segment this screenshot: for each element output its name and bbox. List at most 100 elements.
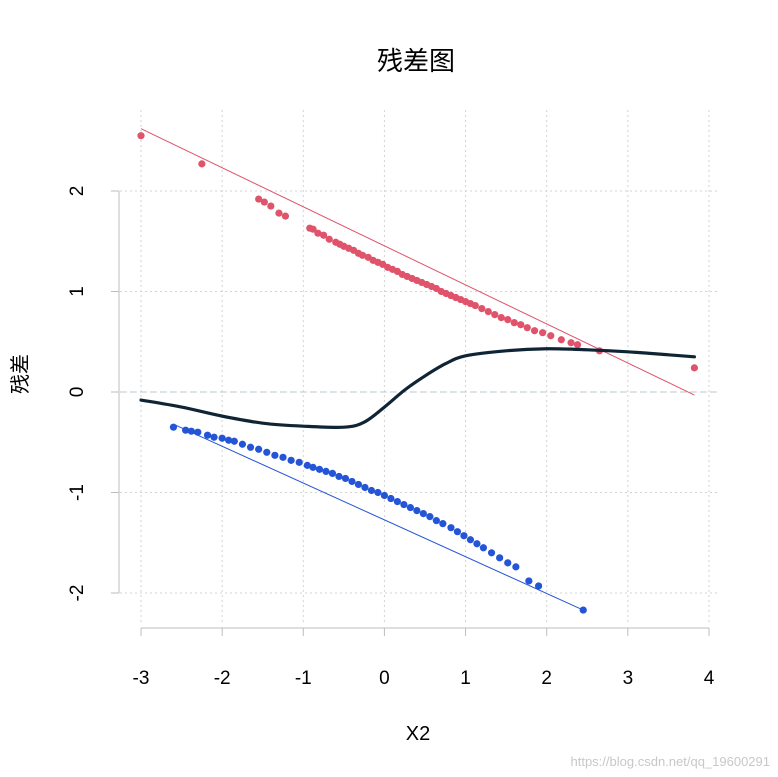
- data-point: [210, 433, 218, 441]
- data-point: [573, 341, 582, 349]
- y-tick-label: 2: [67, 186, 88, 197]
- data-point: [471, 301, 479, 310]
- y-tick-label: 0: [67, 387, 88, 398]
- data-point: [358, 251, 367, 259]
- x-tick-label: 0: [379, 668, 390, 689]
- data-point: [361, 483, 369, 492]
- x-tick-label: -1: [295, 668, 312, 689]
- data-point: [510, 319, 518, 327]
- data-point: [354, 480, 363, 489]
- x-tick-label: 3: [623, 668, 634, 689]
- data-point: [466, 536, 475, 544]
- data-point: [453, 528, 462, 536]
- data-point: [491, 311, 499, 319]
- x-tick-label: 4: [704, 668, 715, 689]
- data-point: [512, 563, 520, 571]
- watermark: https://blog.csdn.net/qq_19600291: [571, 754, 771, 769]
- data-point: [295, 458, 303, 466]
- data-point: [380, 491, 389, 500]
- data-point: [238, 440, 247, 448]
- data-point: [279, 453, 287, 461]
- data-point: [478, 304, 486, 313]
- data-point: [255, 445, 263, 453]
- data-point: [497, 314, 505, 322]
- data-point: [387, 494, 395, 503]
- data-point: [496, 554, 504, 562]
- data-point: [473, 540, 481, 548]
- data-point: [530, 327, 539, 335]
- data-point: [690, 364, 698, 372]
- data-point: [271, 451, 279, 459]
- y-tick-label: -2: [67, 585, 88, 602]
- data-point: [535, 582, 543, 590]
- data-point: [322, 467, 330, 475]
- data-point: [557, 336, 565, 344]
- data-point: [325, 235, 333, 243]
- data-point: [225, 436, 233, 444]
- fit-line: [173, 423, 584, 611]
- data-point: [484, 308, 492, 316]
- x-axis-title: X2: [406, 723, 430, 745]
- data-point: [487, 549, 496, 557]
- data-point: [400, 500, 408, 509]
- data-point: [460, 532, 468, 540]
- data-point: [198, 160, 206, 168]
- y-tick-label: 1: [67, 286, 88, 297]
- data-point: [275, 209, 283, 217]
- y-tick-label: -1: [67, 484, 88, 501]
- data-point: [523, 324, 531, 332]
- data-point: [341, 474, 350, 483]
- data-point: [539, 329, 547, 337]
- data-point: [319, 231, 328, 239]
- data-point: [303, 461, 311, 469]
- fit-line: [140, 128, 695, 396]
- data-point: [419, 510, 427, 518]
- series-layer: [137, 128, 698, 614]
- data-point: [413, 506, 421, 515]
- data-point: [255, 195, 263, 203]
- x-tick-label: 2: [541, 668, 552, 689]
- data-point: [393, 497, 402, 506]
- data-point: [426, 513, 434, 521]
- data-point: [260, 198, 268, 206]
- data-point: [479, 544, 488, 552]
- data-point: [314, 229, 322, 237]
- data-point: [267, 202, 275, 210]
- chart-title: 残差图: [377, 47, 455, 77]
- data-point: [335, 472, 343, 481]
- data-point: [218, 434, 226, 442]
- y-axis-title: 残差: [9, 354, 32, 394]
- x-tick-label: -2: [214, 668, 231, 689]
- data-point: [517, 321, 525, 329]
- axis-layer: -3 -2 -1 0 1 2 3 4 -2 -1 0 1 2: [67, 186, 715, 689]
- data-point: [367, 486, 376, 495]
- data-point: [287, 456, 295, 464]
- data-point: [203, 431, 212, 439]
- data-point: [567, 339, 575, 347]
- data-point: [348, 477, 356, 486]
- data-point: [504, 316, 512, 324]
- data-point: [281, 212, 290, 220]
- data-point: [447, 524, 455, 532]
- data-point: [246, 443, 255, 451]
- data-point: [315, 465, 324, 473]
- data-point: [263, 448, 271, 456]
- data-point: [547, 332, 555, 340]
- data-point: [432, 517, 440, 525]
- data-point: [137, 132, 145, 140]
- data-point: [309, 463, 317, 471]
- smooth-trend-line: [139, 347, 696, 429]
- data-point: [579, 606, 587, 614]
- data-point: [504, 559, 512, 567]
- data-point: [309, 225, 317, 233]
- data-point: [374, 488, 382, 497]
- data-point: [525, 577, 533, 585]
- x-tick-label: 1: [460, 668, 471, 689]
- data-point: [328, 469, 337, 478]
- data-point: [406, 503, 414, 512]
- x-tick-label: -3: [133, 668, 150, 689]
- data-point: [230, 437, 238, 445]
- data-point: [439, 520, 447, 528]
- grid-layer: [120, 110, 718, 625]
